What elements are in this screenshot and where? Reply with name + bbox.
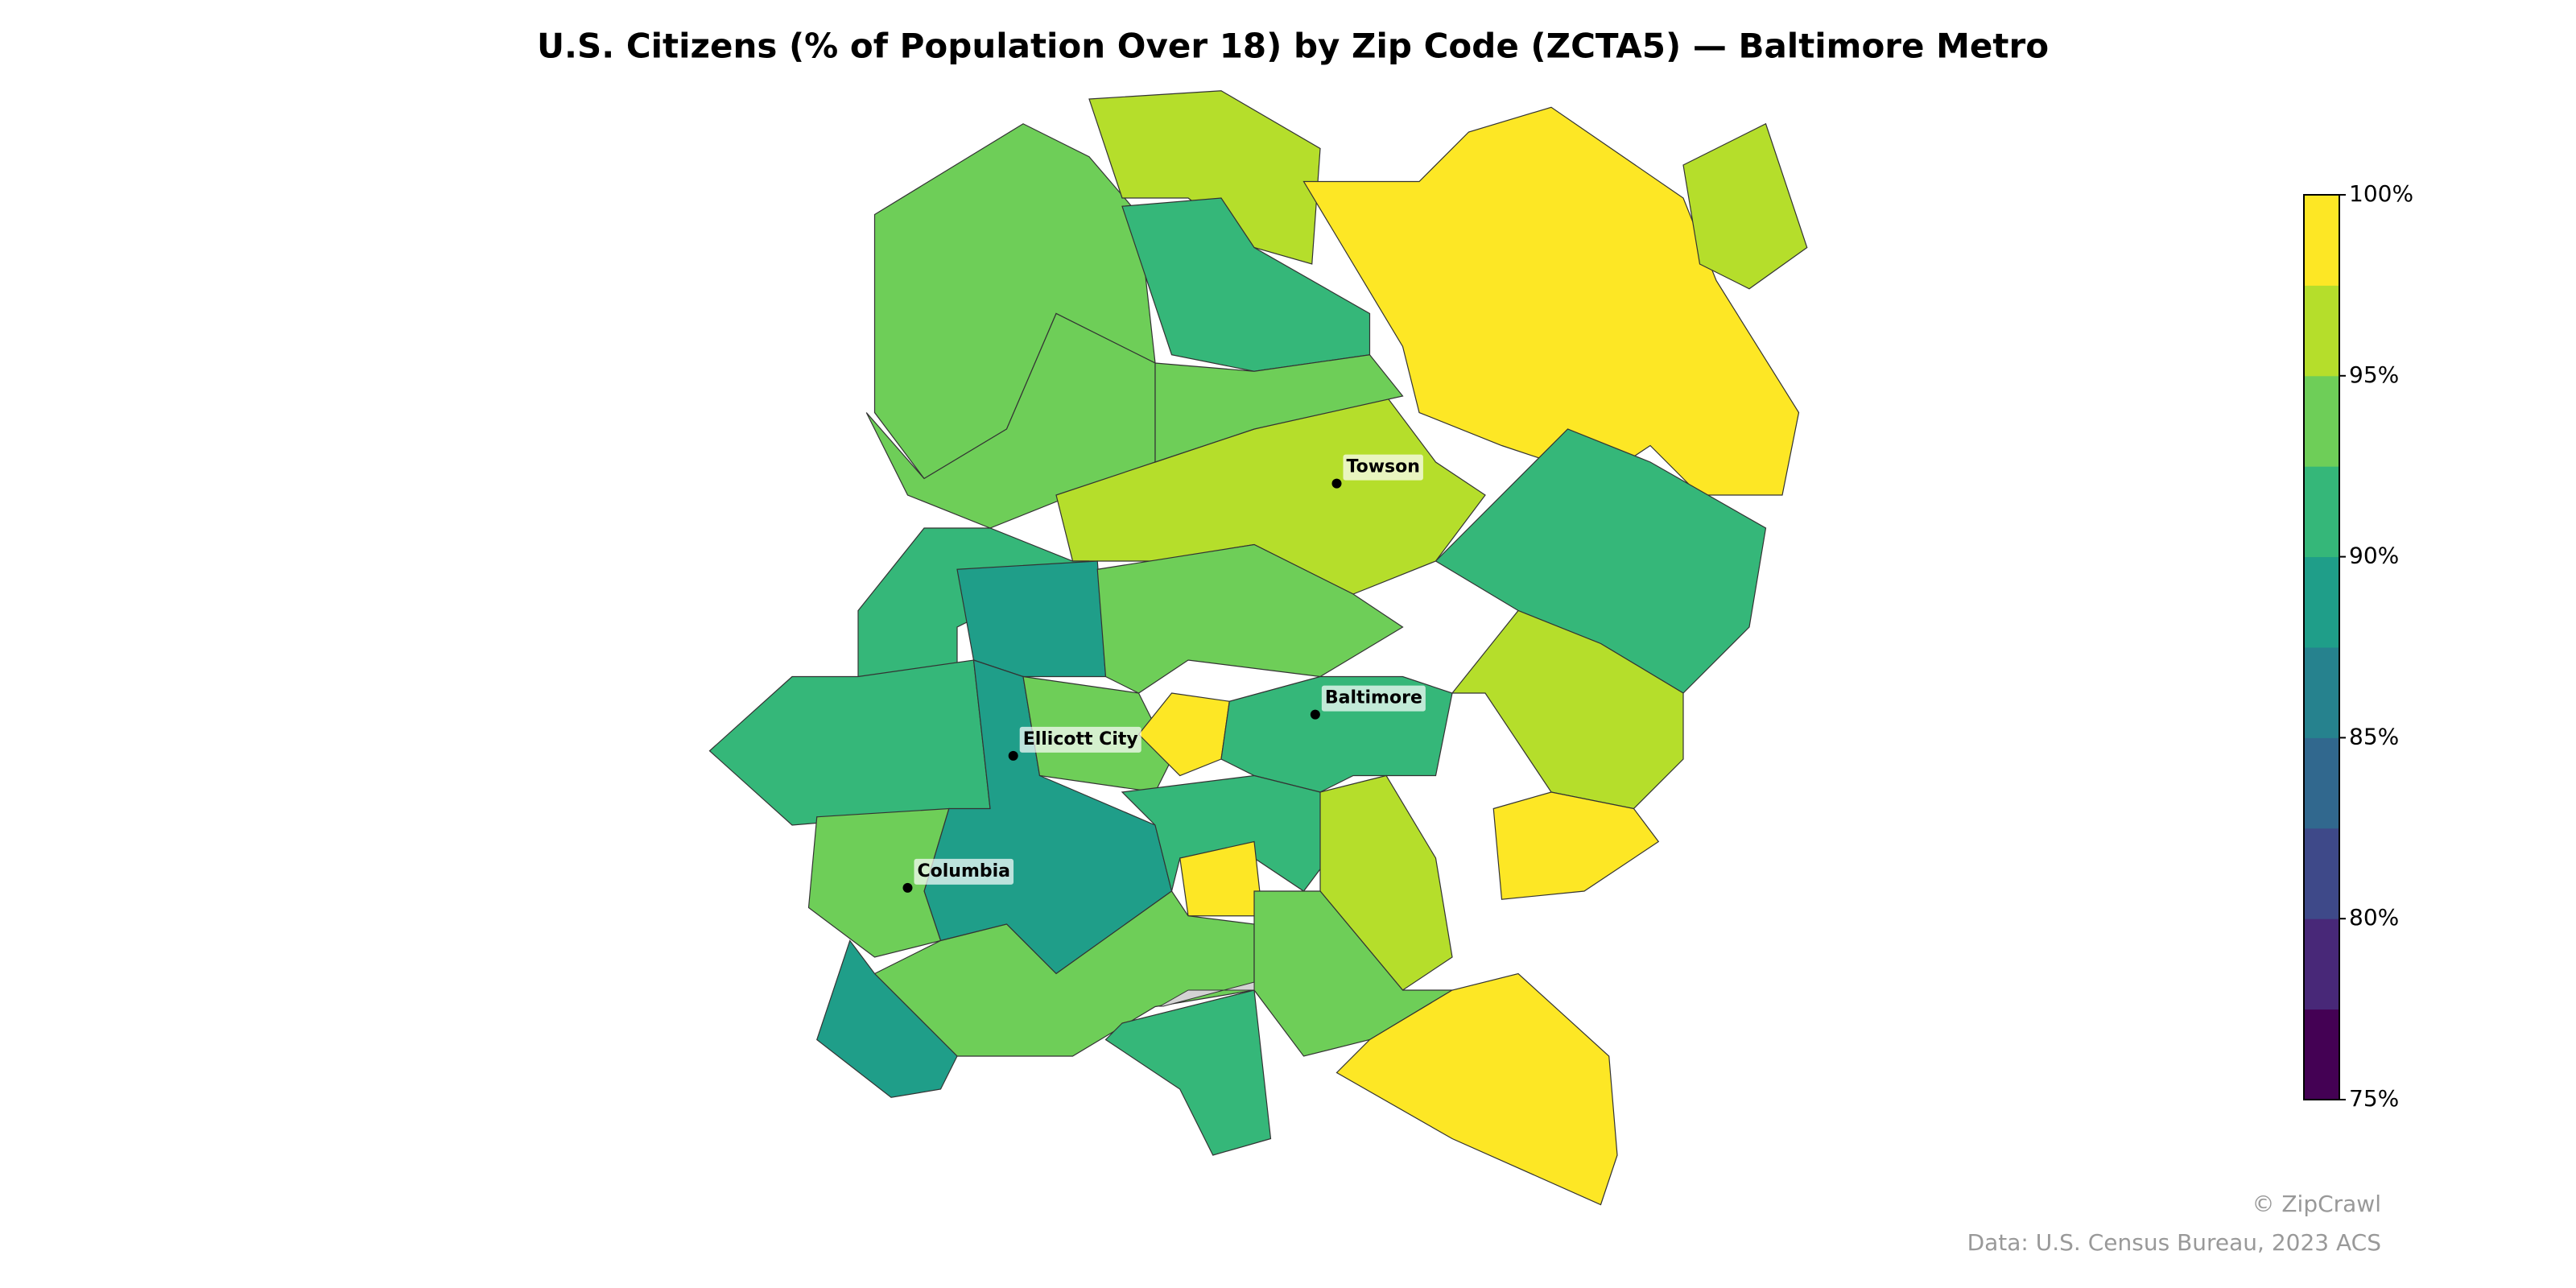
zip-region [1088, 90, 1321, 265]
city-label: Towson [1347, 457, 1420, 477]
zip-region [816, 939, 958, 1098]
region-layer [708, 90, 1808, 1206]
colorbar-bin [2304, 919, 2339, 1010]
colorbar-bin [2304, 1009, 2339, 1100]
colorbar-tick-label: 80% [2349, 904, 2399, 931]
colorbar-bin [2304, 195, 2339, 286]
colorbar-frame [2303, 194, 2340, 1100]
colorbar-bin [2304, 647, 2339, 738]
chart-title: U.S. Citizens (% of Population Over 18) … [537, 27, 2049, 66]
zip-region [956, 560, 1107, 678]
colorbar: 75% 80% 85% 90% 95% 100% [2303, 180, 2413, 1112]
city-label-bg [1019, 726, 1141, 753]
colorbar-tick-label: 95% [2349, 361, 2399, 388]
zip-region [708, 659, 991, 826]
colorbar-tick-label: 75% [2349, 1085, 2399, 1112]
zip-region [1121, 197, 1371, 372]
zip-region [1492, 791, 1660, 900]
city-label: Baltimore [1325, 688, 1422, 708]
colorbar-bin [2304, 737, 2339, 829]
colorbar-bin [2304, 556, 2339, 648]
zip-region [1682, 122, 1808, 290]
city-dot [1008, 750, 1018, 761]
city-label-bg [914, 858, 1014, 885]
colorbar-tick-label: 85% [2349, 723, 2399, 749]
credit: © ZipCrawl [2252, 1191, 2381, 1217]
city-label-bg [1343, 454, 1423, 481]
zip-region [1302, 106, 1800, 496]
city-dot [1310, 709, 1320, 720]
colorbar-bin [2304, 828, 2339, 919]
colorbar-tick-label: 90% [2349, 543, 2399, 569]
colorbar-bin [2304, 466, 2339, 558]
colorbar-bin [2304, 375, 2339, 467]
colorbar-tick-label: 100% [2349, 180, 2413, 207]
no-data-region [1158, 981, 1255, 1007]
zip-region [1154, 354, 1404, 463]
city-label-bg [1321, 685, 1426, 712]
city-dot [902, 882, 913, 893]
zip-region [1121, 774, 1354, 892]
colorbar-bin [2304, 285, 2339, 377]
city-layer: Towson Baltimore Ellicott City Columbia [902, 454, 1426, 893]
source: Data: U.S. Census Bureau, 2023 ACS [1967, 1229, 2381, 1256]
city-label: Columbia [918, 861, 1011, 881]
city-label: Ellicott City [1023, 729, 1138, 749]
zip-region [1335, 972, 1618, 1206]
zip-region [1137, 692, 1230, 777]
city-dot [1331, 478, 1342, 489]
